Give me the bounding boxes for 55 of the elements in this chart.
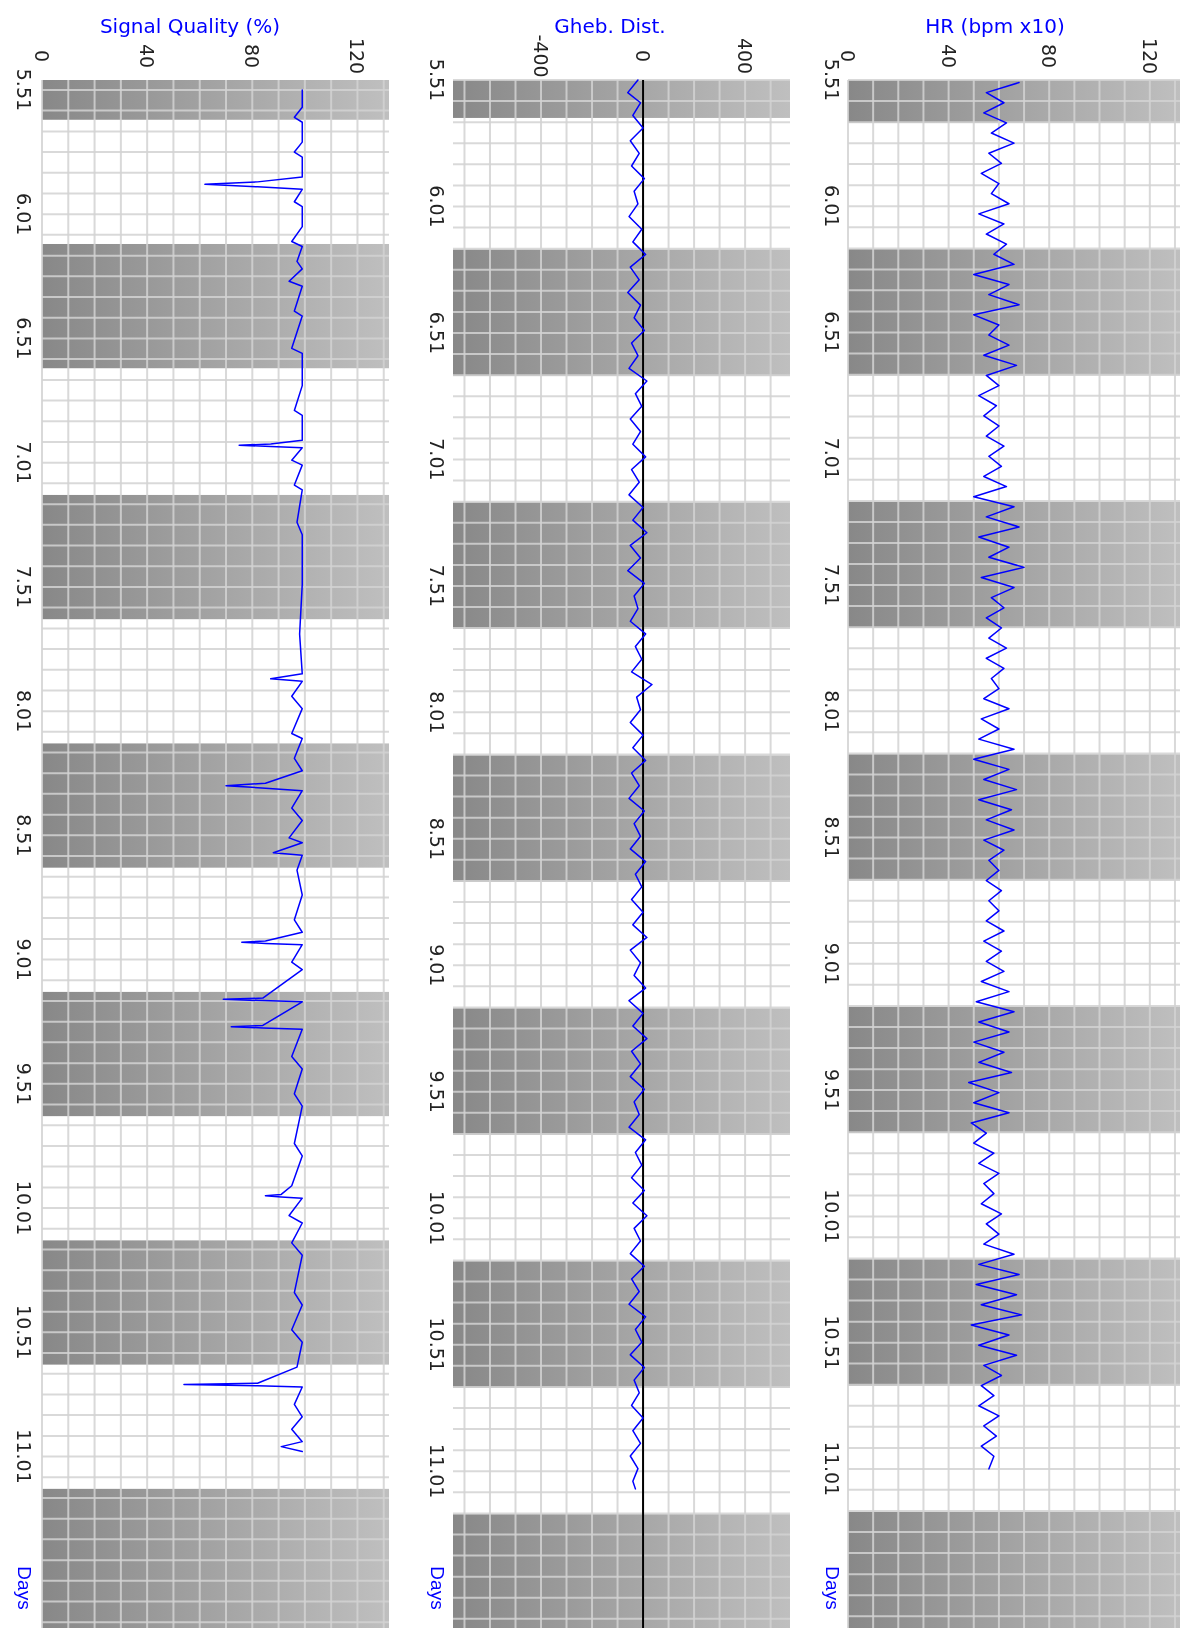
y-tick-label: 11.01 [426,1443,448,1499]
y-tick-label: 11.01 [13,1429,35,1484]
y-tick-label: 8.51 [821,816,843,859]
x-tick-label: 0 [632,49,655,63]
y-tick-label: 8.01 [426,691,448,734]
y-axis-title: Days [13,1566,35,1610]
y-tick-label: 5.51 [13,68,35,112]
y-tick-label: 10.51 [426,1317,448,1372]
line-series [967,81,1025,1470]
y-tick-label: 6.01 [426,185,448,228]
chart-title: Gheb. Dist. [554,14,666,38]
y-tick-label: 10.51 [821,1315,843,1370]
y-tick-label: 5.51 [821,58,843,102]
x-tick-label: 120 [346,37,369,75]
y-tick-label: 10.01 [426,1191,448,1246]
line-series [183,89,303,1453]
y-tick-label: 5.51 [426,58,448,102]
y-tick-label: 7.01 [13,441,35,484]
y-tick-label: 9.51 [426,1070,448,1113]
y-tick-label: 6.51 [821,311,843,354]
x-tick-label: -400 [530,34,553,78]
y-tick-label: 6.01 [821,185,843,228]
y-tick-label: 8.51 [13,814,35,857]
y-tick-label: 9.01 [821,942,843,986]
x-tick-label: 80 [1038,43,1061,69]
y-tick-label: 6.01 [13,193,35,236]
y-tick-label: 10.01 [821,1189,843,1244]
y-tick-label: 7.01 [426,438,448,481]
y-axis-title: Days [426,1566,448,1610]
y-tick-label: 9.51 [821,1068,843,1112]
y-tick-label: 7.51 [426,564,448,608]
x-tick-label: 80 [241,43,264,69]
y-axis-title: Days [821,1566,843,1610]
x-tick-label: 0 [31,49,53,63]
y-tick-label: 8.51 [426,817,448,860]
y-tick-label: 8.01 [821,690,843,733]
y-tick-label: 7.51 [821,563,843,607]
x-tick-label: 40 [136,43,159,69]
y-tick-label: 8.01 [13,689,35,733]
y-tick-label: 10.01 [13,1180,35,1236]
chart-title: HR (bpm x10) [925,14,1065,38]
x-tick-label: 40 [937,43,960,69]
x-tick-label: 400 [734,37,757,75]
y-tick-label: 6.51 [426,311,448,355]
y-tick-label: 6.51 [13,317,35,360]
chart-title: Signal Quality (%) [99,14,281,38]
y-tick-label: 10.51 [13,1305,35,1360]
y-tick-label: 11.01 [821,1441,843,1497]
y-tick-label: 9.01 [426,944,448,987]
y-tick-label: 7.01 [821,437,843,480]
x-tick-label: 120 [1138,37,1161,75]
y-tick-label: 7.51 [13,565,35,609]
line-series [627,79,653,1490]
y-tick-label: 9.51 [13,1062,35,1105]
y-tick-label: 9.01 [13,938,35,981]
